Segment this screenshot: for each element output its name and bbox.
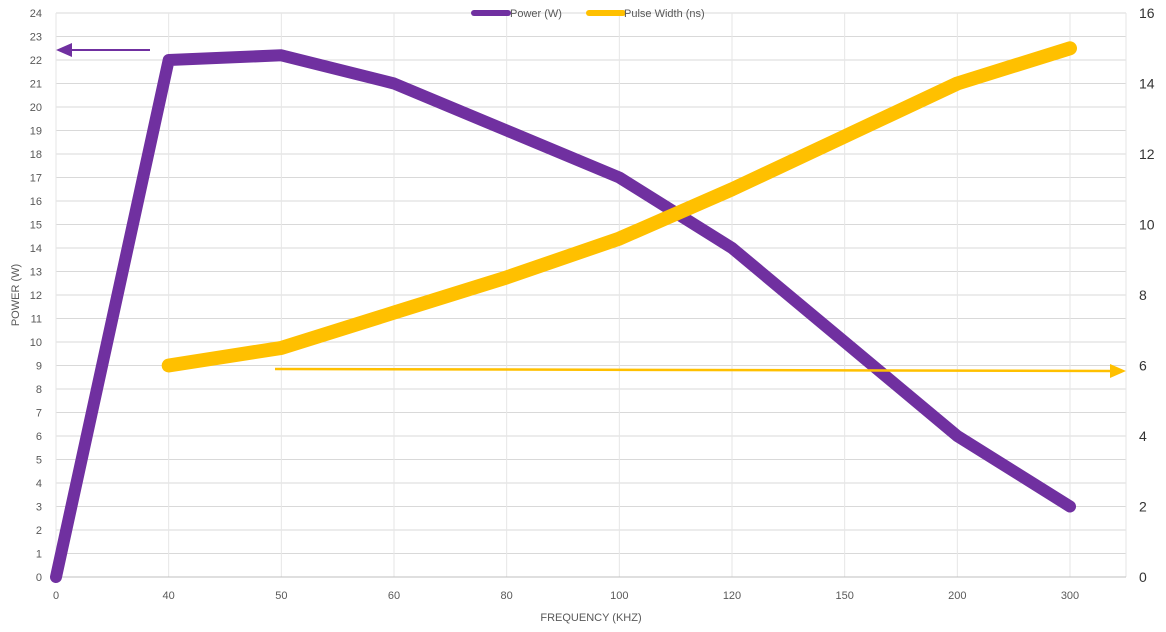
- x-tick-label: 300: [1061, 590, 1079, 602]
- x-tick-label: 80: [501, 590, 513, 602]
- left-tick-label: 6: [36, 431, 42, 443]
- right-axis-arrow-head: [1110, 364, 1126, 378]
- left-tick-label: 14: [30, 243, 42, 255]
- right-axis-arrow-shaft: [274, 367, 1113, 373]
- left-tick-label: 2: [36, 525, 42, 537]
- left-tick-label: 15: [30, 220, 42, 232]
- left-tick-label: 5: [36, 455, 42, 467]
- data-point: [618, 237, 621, 240]
- x-axis-title: FREQUENCY (KHZ): [540, 612, 641, 624]
- data-point: [393, 311, 395, 314]
- right-tick-label: 14: [1139, 76, 1155, 92]
- x-axis-ticks: 0 40 50 60 80 100 120 150 200 300: [53, 590, 1079, 602]
- data-point: [167, 59, 170, 61]
- left-tick-label: 19: [30, 126, 42, 138]
- y-axis-title: POWER (W): [10, 264, 22, 326]
- x-tick-label: 60: [388, 590, 400, 602]
- data-point: [731, 247, 733, 249]
- data-point: [393, 82, 395, 85]
- data-point: [55, 576, 57, 578]
- legend: Power (W) Pulse Width (ns): [471, 8, 705, 20]
- legend-label-pulse-width: Pulse Width (ns): [624, 8, 705, 20]
- left-tick-label: 9: [36, 361, 42, 373]
- data-point: [731, 188, 733, 191]
- right-tick-label: 10: [1139, 217, 1155, 233]
- left-tick-label: 20: [30, 102, 42, 114]
- left-axis-arrow-head: [56, 43, 72, 57]
- right-axis-ticks: 0 2 4 6 8 10 12 14 16: [1139, 5, 1155, 585]
- x-tick-label: 150: [835, 590, 853, 602]
- data-point: [280, 346, 283, 349]
- left-tick-label: 13: [30, 267, 42, 279]
- gridlines: [55, 12, 1127, 578]
- left-tick-label: 24: [30, 8, 42, 20]
- x-tick-label: 40: [163, 590, 175, 602]
- left-tick-label: 1: [36, 549, 42, 561]
- annotation-arrows: [56, 43, 1126, 378]
- left-tick-label: 0: [36, 572, 42, 584]
- right-tick-label: 12: [1139, 146, 1155, 162]
- right-tick-label: 0: [1139, 569, 1147, 585]
- left-tick-label: 12: [30, 290, 42, 302]
- data-point: [1069, 505, 1071, 508]
- x-tick-label: 200: [948, 590, 966, 602]
- right-tick-label: 8: [1139, 287, 1147, 303]
- data-point: [843, 341, 846, 343]
- data-point: [280, 54, 283, 57]
- left-tick-label: 23: [30, 32, 42, 44]
- left-tick-label: 10: [30, 337, 42, 349]
- left-tick-label: 11: [31, 314, 42, 326]
- data-point: [505, 276, 508, 279]
- series-layer: [50, 41, 1077, 583]
- left-tick-label: 3: [36, 502, 42, 514]
- left-tick-label: 8: [36, 384, 42, 396]
- data-point: [843, 135, 846, 138]
- data-point: [505, 129, 508, 132]
- data-point: [167, 364, 170, 367]
- right-tick-label: 16: [1139, 5, 1155, 21]
- right-tick-label: 6: [1139, 358, 1147, 374]
- left-tick-label: 16: [30, 196, 42, 208]
- legend-label-power: Power (W): [510, 8, 562, 20]
- series-line-power: [50, 49, 1076, 583]
- right-tick-label: 2: [1139, 499, 1147, 515]
- left-tick-label: 17: [30, 173, 42, 185]
- x-tick-label: 50: [275, 590, 287, 602]
- data-point: [956, 435, 959, 437]
- left-tick-label: 22: [30, 55, 42, 67]
- left-tick-label: 21: [30, 79, 42, 91]
- x-tick-label: 100: [610, 590, 628, 602]
- left-tick-label: 18: [30, 149, 42, 161]
- data-point: [1069, 47, 1071, 50]
- x-tick-label: 120: [723, 590, 741, 602]
- right-tick-label: 4: [1139, 428, 1147, 444]
- data-point: [618, 176, 621, 179]
- left-tick-label: 7: [36, 408, 42, 420]
- left-tick-label: 4: [36, 478, 42, 490]
- data-point: [956, 82, 959, 85]
- x-tick-label: 0: [53, 590, 59, 602]
